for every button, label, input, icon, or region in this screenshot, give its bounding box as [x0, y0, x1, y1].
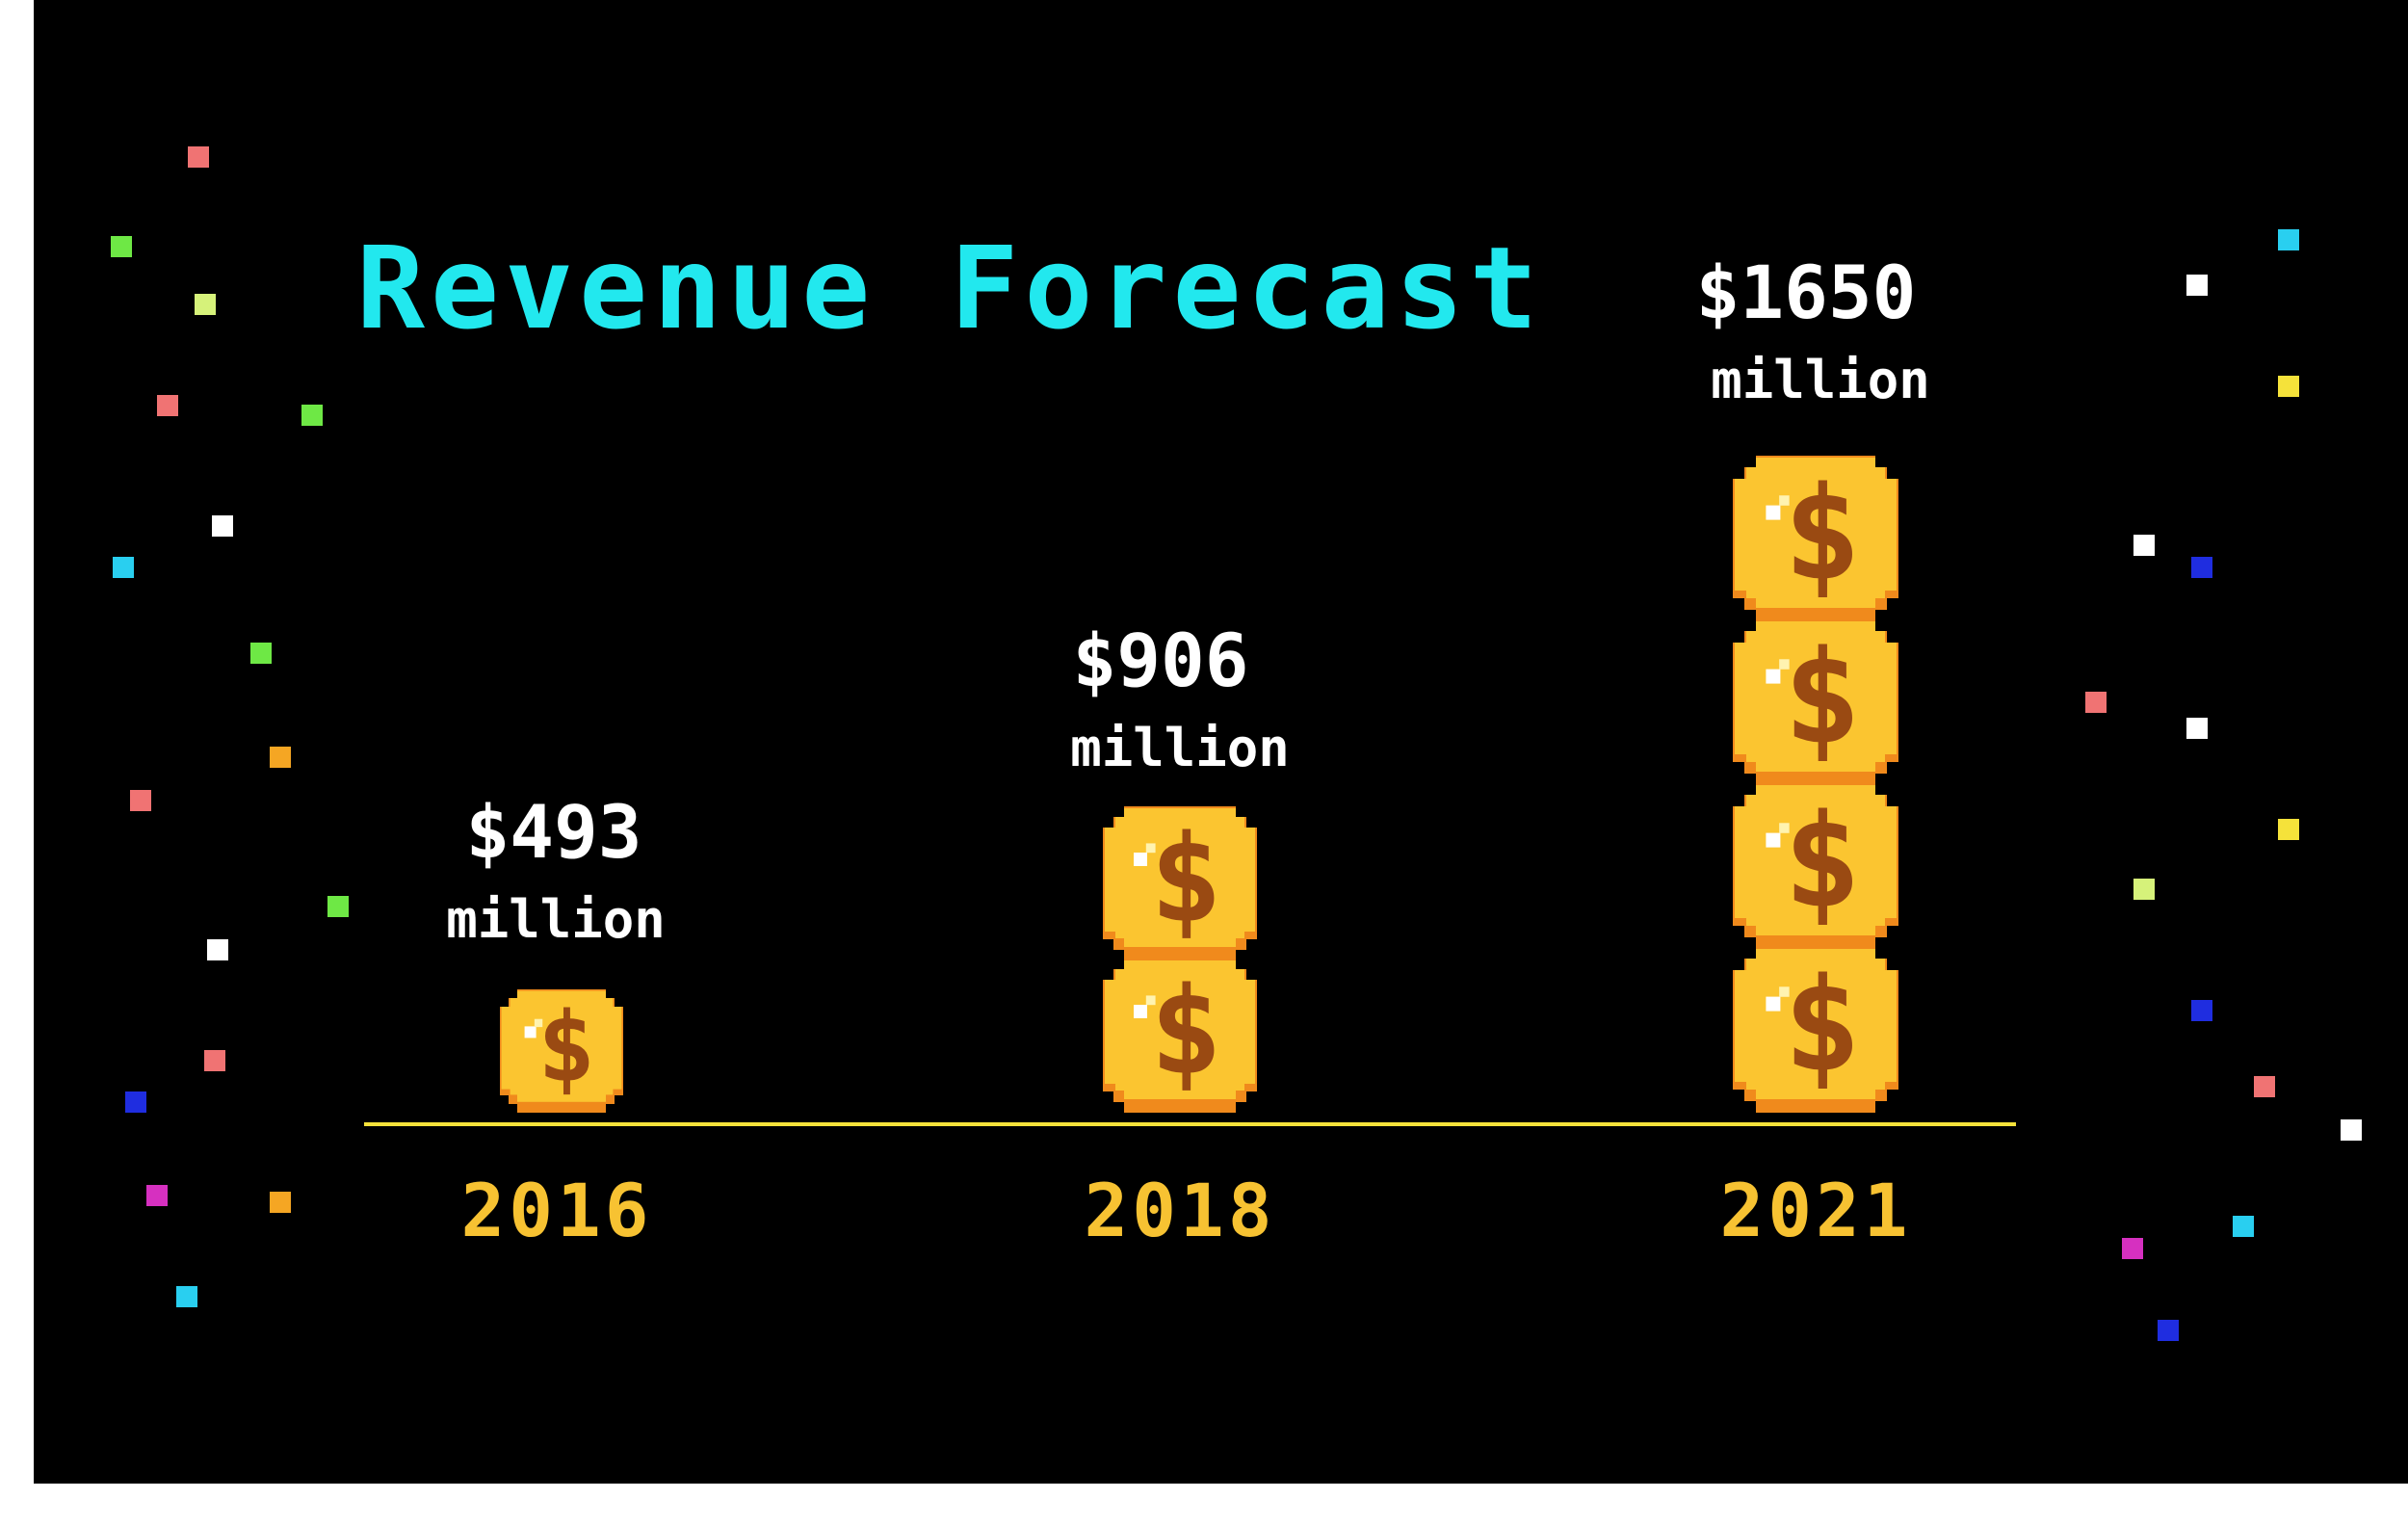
confetti-square [250, 643, 272, 664]
confetti-square [204, 1050, 225, 1071]
chart-title: Revenue Forecast [356, 222, 1544, 355]
confetti-decoration [111, 146, 2362, 1341]
confetti-square [207, 939, 228, 960]
confetti-square [2133, 535, 2155, 556]
coin-stack-2021: $$$$ [1733, 456, 1898, 1113]
confetti-square [130, 790, 151, 811]
confetti-square [2133, 879, 2155, 900]
coin: $ [1103, 806, 1257, 960]
svg-text:$: $ [1784, 950, 1862, 1100]
confetti-square [2191, 557, 2212, 578]
confetti-square [2278, 229, 2299, 250]
confetti-square [176, 1286, 197, 1307]
x-tick-label-2016: 2016 [460, 1168, 652, 1253]
x-tick-label-2021: 2021 [1719, 1168, 1911, 1253]
svg-text:$: $ [537, 991, 595, 1104]
confetti-square [195, 294, 216, 315]
confetti-square [2122, 1238, 2143, 1259]
confetti-square [2341, 1119, 2362, 1141]
confetti-square [2158, 1320, 2179, 1341]
svg-text:$: $ [1784, 459, 1862, 609]
unit-label-2021: million [1711, 350, 1930, 410]
coin-stacks: $ $$$$$$ [500, 456, 1898, 1113]
confetti-square [270, 747, 291, 768]
confetti-square [146, 1185, 168, 1206]
coin-stack-2016: $ [500, 989, 623, 1113]
confetti-square [270, 1192, 291, 1213]
confetti-square [157, 395, 178, 416]
confetti-square [212, 515, 233, 537]
unit-label-2018: million [1070, 718, 1290, 778]
coin: $ [1103, 959, 1257, 1113]
confetti-square [2186, 718, 2208, 739]
svg-text:$: $ [1150, 961, 1222, 1101]
confetti-square [301, 405, 323, 426]
confetti-square [2278, 819, 2299, 840]
confetti-square [2254, 1076, 2275, 1097]
confetti-square [327, 896, 349, 917]
confetti-square [2191, 1000, 2212, 1021]
value-label-2021: $1650 [1696, 250, 1917, 335]
unit-label-2016: million [446, 889, 666, 950]
coin-stack-2018: $$ [1103, 806, 1257, 1113]
x-tick-labels: 2016 2018 2021 [460, 1168, 1911, 1253]
value-labels: $493 million $906 million $1650 million [446, 250, 1930, 950]
svg-text:$: $ [1784, 622, 1862, 773]
coin: $ [500, 989, 623, 1113]
svg-text:$: $ [1150, 809, 1222, 949]
value-label-2016: $493 [465, 789, 641, 875]
x-tick-label-2018: 2018 [1084, 1168, 1275, 1253]
confetti-square [2186, 275, 2208, 296]
revenue-chart: Revenue Forecast $ $$$$$$ $493million$906… [111, 146, 2362, 1341]
coin: $ [1733, 619, 1898, 785]
confetti-square [2085, 692, 2107, 713]
confetti-square [125, 1091, 146, 1113]
coin: $ [1733, 947, 1898, 1113]
chart-canvas: Revenue Forecast $ $ $ $ $ $ $ $493 million $906… [34, 0, 2408, 1484]
confetti-square [113, 557, 134, 578]
confetti-square [111, 236, 132, 257]
coin: $ [1733, 783, 1898, 949]
confetti-square [2233, 1216, 2254, 1237]
coin: $ [1733, 456, 1898, 621]
value-label-2018: $906 [1072, 618, 1248, 703]
svg-text:$: $ [1784, 786, 1862, 936]
confetti-square [2278, 376, 2299, 397]
confetti-square [188, 146, 209, 168]
